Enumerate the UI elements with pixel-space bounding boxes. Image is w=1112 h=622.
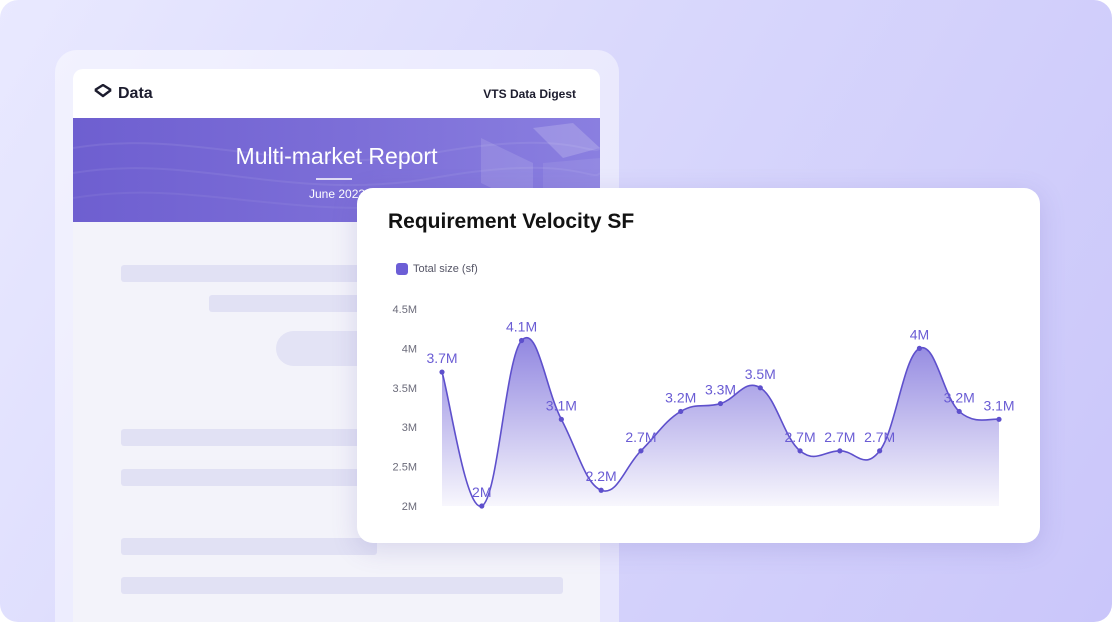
data-label: 2.7M [785,429,816,445]
data-label: 2.7M [625,429,656,445]
data-label: 4M [910,326,929,342]
data-point [996,416,1002,422]
y-tick-label: 2M [402,501,417,513]
data-label: 3.5M [745,366,776,382]
digest-label: VTS Data Digest [483,86,576,101]
data-label: 3.1M [546,397,577,413]
legend-swatch [396,263,408,275]
y-tick-label: 4.5M [393,304,417,316]
logo-chevron-icon [93,83,113,103]
title-divider [316,178,352,180]
data-point [439,369,445,375]
data-label: 4.1M [506,319,537,335]
data-point [877,448,883,454]
data-label: 3.2M [665,389,696,405]
placeholder-line [121,538,377,555]
report-date: June 2023 [309,187,366,201]
data-point [598,487,604,493]
report-title: Multi-market Report [235,143,438,169]
y-tick-label: 2.5M [393,462,417,474]
report-banner: Multi-market Report June 2023 [73,118,600,222]
data-point [837,448,843,454]
series-area [442,337,999,507]
data-label: 3.7M [426,350,457,366]
brand-name: Data [118,84,153,102]
data-point [956,408,962,415]
placeholder-line [121,265,371,282]
chart-card: Requirement Velocity SF Total size (sf) … [357,188,1040,543]
data-point [479,503,485,509]
data-label: 2M [472,484,491,500]
legend-label: Total size (sf) [413,263,478,275]
data-point [518,337,525,344]
placeholder-line [121,469,371,486]
placeholder-line [121,577,563,594]
brand: Data [93,83,153,103]
chart-plot: 4.5M 4M 3.5M 3M 2.5M 2M 3.7M 2M 4.1M 3.1M 2.2M 2.7… [393,304,1015,513]
y-tick-label: 3.5M [393,383,417,395]
y-tick-label: 4M [402,343,417,355]
data-label: 3.2M [944,389,975,405]
data-point [558,416,564,422]
series-line [441,337,1000,507]
document-header: Data VTS Data Digest [73,69,600,118]
data-label: 3.1M [983,397,1014,413]
data-point [638,448,644,454]
chart-legend: Total size (sf) [396,263,478,275]
placeholder-line [121,429,371,446]
data-point [757,385,763,391]
data-point [678,408,684,415]
chart-title: Requirement Velocity SF [388,210,635,233]
data-label: 2.7M [824,429,855,445]
data-label: 2.2M [586,468,617,484]
y-tick-label: 3M [402,422,417,434]
data-label: 3.3M [705,382,736,398]
data-point [916,345,923,351]
placeholder-line [209,295,369,312]
data-point [717,400,724,407]
data-label: 2.7M [864,429,895,445]
data-point [797,448,803,454]
